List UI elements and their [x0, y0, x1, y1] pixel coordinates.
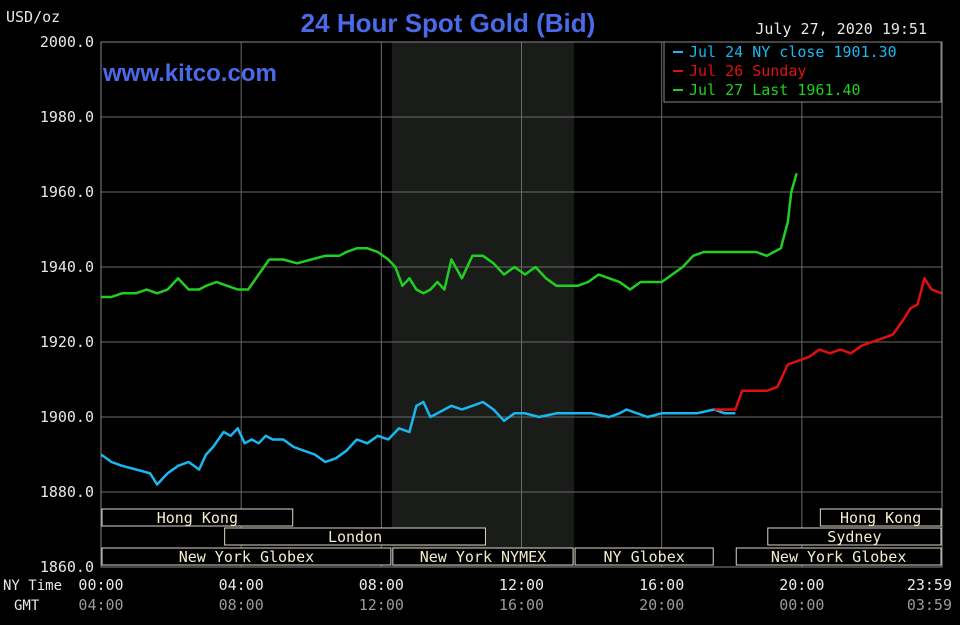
x-tick-label-ny: 08:00 — [359, 576, 404, 594]
x-tick-label-gmt: 04:00 — [78, 596, 123, 614]
series-line — [101, 172, 798, 299]
y-tick-label: 1960.0 — [40, 183, 94, 201]
session-bar — [819, 508, 942, 527]
y-tick-label: 2000.0 — [40, 33, 94, 51]
legend-box — [663, 41, 942, 103]
watermark-url: www.kitco.com — [102, 60, 277, 87]
chart-title: 24 Hour Spot Gold (Bid) — [301, 8, 596, 38]
y-axis-unit-label: USD/oz — [6, 8, 60, 26]
x-tick-label-ny: 23:59 — [907, 576, 952, 594]
x-tick-label-gmt: 03:59 — [907, 596, 952, 614]
y-tick-label: 1940.0 — [40, 258, 94, 276]
session-bar — [101, 547, 392, 566]
x-tick-label-ny: 12:00 — [499, 576, 544, 594]
market-sessions: Hong Kong Hong Kong London Sydney New York G… — [101, 508, 942, 566]
ny-time-row-label: NY Time — [3, 578, 62, 594]
x-tick-label-ny: 04:00 — [219, 576, 264, 594]
session-label: NY Globex — [604, 548, 685, 566]
x-tick-label-ny: 16:00 — [639, 576, 684, 594]
y-tick-label: 1880.0 — [40, 483, 94, 501]
session-bar — [392, 547, 574, 566]
date-stamp: July 27, 2020 19:51 — [755, 20, 927, 38]
y-axis-ticks: 2000.0 1980.0 1960.0 1940.0 1920.0 1900.0 1880… — [40, 33, 94, 576]
y-tick-label: 1980.0 — [40, 108, 94, 126]
legend-label: Jul 24 NY close 1901.30 — [689, 43, 897, 61]
gmt-row-label: GMT — [14, 598, 40, 614]
y-tick-label: 1920.0 — [40, 333, 94, 351]
session-bar — [224, 527, 486, 546]
session-bar — [574, 547, 714, 566]
x-tick-label-gmt: 12:00 — [359, 596, 404, 614]
x-tick-label-gmt: 00:00 — [779, 596, 824, 614]
session-label: London — [328, 528, 382, 546]
x-tick-label-gmt: 08:00 — [219, 596, 264, 614]
y-tick-label: 1900.0 — [40, 408, 94, 426]
x-tick-label-gmt: 16:00 — [499, 596, 544, 614]
plot-frame — [100, 41, 943, 568]
y-tick-label: 1860.0 — [40, 558, 94, 576]
session-label: Hong Kong — [840, 509, 921, 527]
session-bar — [735, 547, 942, 566]
x-axis-ticks: 00:00 04:00 04:00 08:00 08:00 12:00 12:00 16:00… — [78, 576, 952, 614]
session-label: New York Globex — [179, 548, 314, 566]
x-tick-label-ny: 20:00 — [779, 576, 824, 594]
session-bar — [101, 508, 294, 527]
legend-label: Jul 26 Sunday — [689, 62, 806, 80]
series-line — [714, 277, 943, 411]
session-label: New York NYMEX — [420, 548, 546, 566]
session-label: Sydney — [827, 528, 881, 546]
session-label: Hong Kong — [157, 509, 238, 527]
shaded-session-region — [391, 42, 575, 567]
price-series — [100, 172, 943, 486]
x-tick-label-ny: 00:00 — [78, 576, 123, 594]
legend-label: Jul 27 Last 1961.40 — [689, 81, 861, 99]
session-bar — [767, 527, 942, 546]
series-line — [100, 400, 736, 486]
session-label: New York Globex — [771, 548, 906, 566]
x-tick-label-gmt: 20:00 — [639, 596, 684, 614]
